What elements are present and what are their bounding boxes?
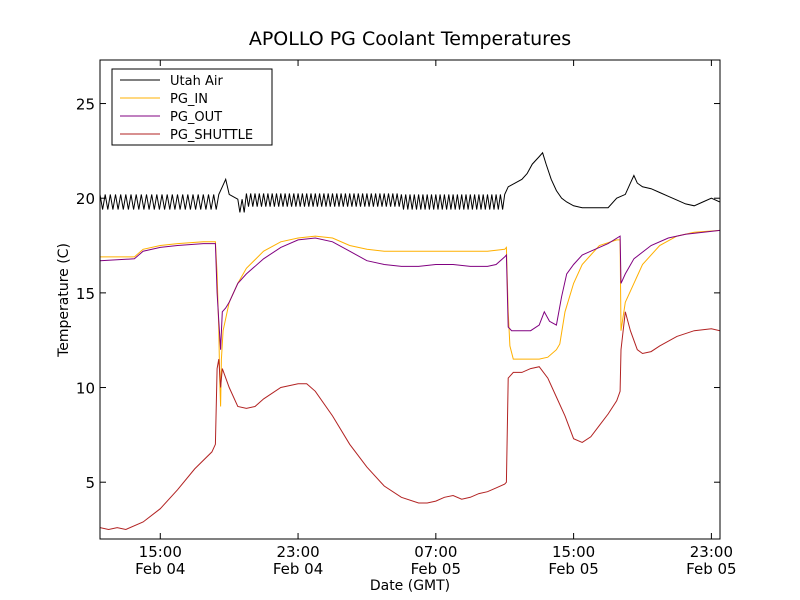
legend-label-utah-air: Utah Air [170,74,223,89]
y-tick-label: 15 [76,285,95,303]
legend-label-pg-in: PG_IN [170,92,208,107]
series-line-pg-shuttle [100,311,720,531]
y-tick-label: 20 [76,190,95,208]
plot-frame [99,59,721,540]
series-line-pg-in [100,229,720,407]
y-tick-label: 10 [76,380,95,398]
x-tick-label-time: 07:00 [414,543,457,561]
y-tick-label: 25 [76,96,95,114]
x-tick-label-time: 23:00 [690,543,733,561]
series-line-pg-out [100,229,720,350]
x-tick-label-date: Feb 05 [686,560,736,578]
y-axis-label: Temperature (C) [56,243,72,358]
legend: Utah Air PG_IN PG_OUT PG_SHUTTLE [111,68,273,146]
x-tick-label-date: Feb 04 [273,560,323,578]
legend-label-pg-shuttle: PG_SHUTTLE [170,128,253,143]
legend-label-pg-out: PG_OUT [170,110,222,125]
legend-box [111,68,273,146]
x-tick-label-date: Feb 04 [135,560,185,578]
x-tick-label-time: 15:00 [552,543,595,561]
x-axis-label: Date (GMT) [370,578,450,594]
y-tick-label: 5 [85,474,95,492]
x-tick-label-time: 15:00 [139,543,182,561]
series-layer [100,151,720,531]
x-tick-label-time: 23:00 [276,543,319,561]
series-line-utah-air [100,151,720,213]
legend-entries: Utah Air PG_IN PG_OUT PG_SHUTTLE [120,74,253,143]
x-tick-label-date: Feb 05 [548,560,598,578]
chart-title: APOLLO PG Coolant Temperatures [249,28,571,50]
x-tick-label-date: Feb 05 [411,560,461,578]
